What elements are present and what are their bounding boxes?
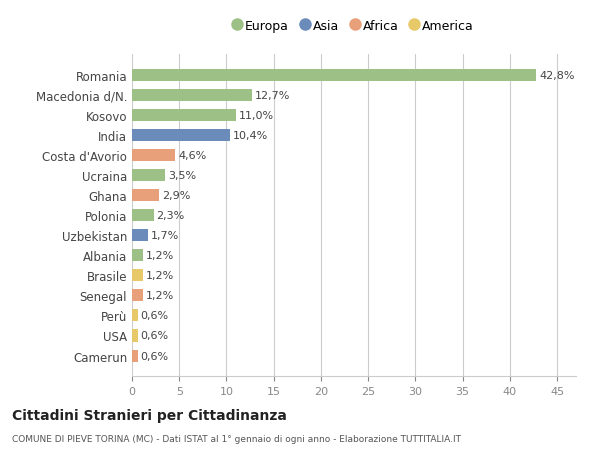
Bar <box>132 350 137 362</box>
Bar <box>132 310 137 322</box>
Bar <box>132 230 148 242</box>
Bar <box>132 90 252 102</box>
Bar <box>132 290 143 302</box>
Text: 1,2%: 1,2% <box>146 271 175 281</box>
Text: 11,0%: 11,0% <box>239 111 274 121</box>
Bar <box>132 330 137 342</box>
Bar <box>132 190 160 202</box>
Text: 1,2%: 1,2% <box>146 291 175 301</box>
Bar <box>132 110 236 122</box>
Text: 42,8%: 42,8% <box>539 71 575 81</box>
Bar <box>132 70 536 82</box>
Text: 1,7%: 1,7% <box>151 231 179 241</box>
Text: 2,3%: 2,3% <box>157 211 185 221</box>
Text: 0,6%: 0,6% <box>140 331 169 341</box>
Text: Cittadini Stranieri per Cittadinanza: Cittadini Stranieri per Cittadinanza <box>12 409 287 422</box>
Text: 10,4%: 10,4% <box>233 131 268 141</box>
Text: 2,9%: 2,9% <box>162 191 191 201</box>
Legend: Europa, Asia, Africa, America: Europa, Asia, Africa, America <box>234 20 474 33</box>
Bar <box>132 150 175 162</box>
Text: 1,2%: 1,2% <box>146 251 175 261</box>
Text: 4,6%: 4,6% <box>178 151 206 161</box>
Text: 0,6%: 0,6% <box>140 351 169 361</box>
Bar <box>132 210 154 222</box>
Bar <box>132 130 230 142</box>
Text: 0,6%: 0,6% <box>140 311 169 321</box>
Bar <box>132 270 143 282</box>
Text: COMUNE DI PIEVE TORINA (MC) - Dati ISTAT al 1° gennaio di ogni anno - Elaborazio: COMUNE DI PIEVE TORINA (MC) - Dati ISTAT… <box>12 434 461 443</box>
Bar <box>132 250 143 262</box>
Text: 3,5%: 3,5% <box>168 171 196 181</box>
Text: 12,7%: 12,7% <box>255 91 290 101</box>
Bar <box>132 170 165 182</box>
